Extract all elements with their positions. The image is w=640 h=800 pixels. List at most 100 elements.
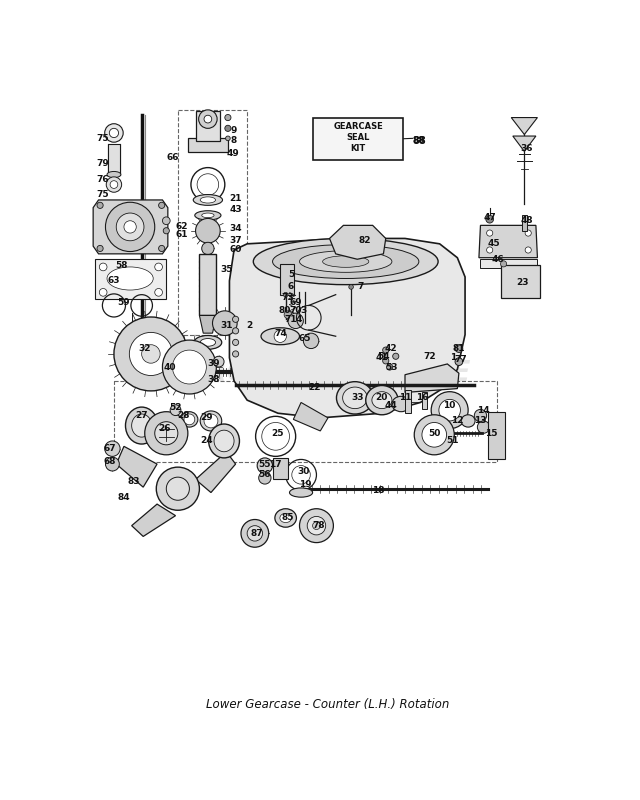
Ellipse shape xyxy=(275,509,296,527)
Circle shape xyxy=(184,414,195,425)
Text: 65: 65 xyxy=(299,334,311,343)
Text: 35: 35 xyxy=(220,265,232,274)
Circle shape xyxy=(486,230,493,236)
Text: 32: 32 xyxy=(138,344,151,353)
Polygon shape xyxy=(405,364,459,393)
Ellipse shape xyxy=(132,414,152,437)
Circle shape xyxy=(170,405,181,415)
Circle shape xyxy=(284,292,288,297)
Circle shape xyxy=(349,285,353,290)
Ellipse shape xyxy=(107,267,153,290)
Ellipse shape xyxy=(195,210,221,220)
Text: 21: 21 xyxy=(229,194,242,203)
Circle shape xyxy=(439,399,460,421)
Circle shape xyxy=(274,330,287,342)
Bar xyxy=(196,111,220,141)
Ellipse shape xyxy=(253,238,438,285)
Text: 68: 68 xyxy=(103,458,116,466)
Text: 76: 76 xyxy=(97,174,109,184)
Text: CROWLEY MARINE: CROWLEY MARINE xyxy=(185,359,471,387)
Bar xyxy=(312,118,403,160)
Circle shape xyxy=(105,441,120,456)
Circle shape xyxy=(204,414,218,428)
Circle shape xyxy=(500,261,507,267)
Text: 62: 62 xyxy=(175,222,188,231)
Text: 77: 77 xyxy=(454,355,467,364)
Bar xyxy=(280,264,294,294)
Circle shape xyxy=(474,410,486,422)
Polygon shape xyxy=(513,136,536,151)
Text: 79: 79 xyxy=(97,159,109,168)
Circle shape xyxy=(387,364,393,370)
Text: 14: 14 xyxy=(477,406,490,414)
Text: 47: 47 xyxy=(483,213,496,222)
Text: 13: 13 xyxy=(474,417,486,426)
Circle shape xyxy=(383,358,389,364)
Text: 81: 81 xyxy=(452,344,465,353)
Text: 24: 24 xyxy=(200,437,212,446)
Bar xyxy=(95,259,166,299)
Circle shape xyxy=(284,311,292,318)
Circle shape xyxy=(159,202,164,209)
Bar xyxy=(108,144,120,174)
Text: 39: 39 xyxy=(208,359,220,369)
Ellipse shape xyxy=(107,171,121,178)
Circle shape xyxy=(525,247,531,253)
Bar xyxy=(481,259,538,269)
Text: 84: 84 xyxy=(118,494,131,502)
Circle shape xyxy=(166,477,189,500)
Text: 40: 40 xyxy=(164,362,177,371)
Text: 60: 60 xyxy=(229,246,242,254)
Ellipse shape xyxy=(261,328,300,345)
Circle shape xyxy=(202,242,214,254)
Text: 73: 73 xyxy=(282,294,294,302)
Circle shape xyxy=(300,509,333,542)
Text: 54: 54 xyxy=(377,352,390,361)
Text: 1: 1 xyxy=(450,354,456,362)
Ellipse shape xyxy=(200,197,216,203)
Text: 43: 43 xyxy=(229,206,242,214)
Ellipse shape xyxy=(280,514,291,522)
Circle shape xyxy=(124,221,136,233)
Ellipse shape xyxy=(194,335,221,350)
Text: 70: 70 xyxy=(289,306,302,314)
Text: 2: 2 xyxy=(246,321,253,330)
Text: 75: 75 xyxy=(97,190,109,199)
Circle shape xyxy=(213,356,224,367)
Circle shape xyxy=(247,526,262,541)
Ellipse shape xyxy=(289,488,312,497)
Circle shape xyxy=(259,472,271,484)
Text: 20: 20 xyxy=(376,394,388,402)
Text: 31: 31 xyxy=(220,321,232,330)
Text: 34: 34 xyxy=(229,224,242,233)
Circle shape xyxy=(109,128,118,138)
Circle shape xyxy=(141,345,160,363)
Text: 88: 88 xyxy=(412,136,426,146)
Text: 15: 15 xyxy=(485,429,497,438)
Circle shape xyxy=(383,347,389,353)
Circle shape xyxy=(288,313,303,329)
Text: 6: 6 xyxy=(288,282,294,291)
Ellipse shape xyxy=(337,382,373,414)
Circle shape xyxy=(155,263,163,270)
Ellipse shape xyxy=(200,338,216,346)
Text: 5: 5 xyxy=(288,270,294,279)
Circle shape xyxy=(225,126,231,131)
Text: 8: 8 xyxy=(230,136,236,145)
Text: 75: 75 xyxy=(97,134,109,143)
Text: 42: 42 xyxy=(385,344,397,353)
Text: 49: 49 xyxy=(227,150,239,158)
Circle shape xyxy=(129,332,172,375)
Circle shape xyxy=(110,181,118,188)
Circle shape xyxy=(525,230,531,236)
Circle shape xyxy=(163,217,170,225)
Circle shape xyxy=(455,358,463,366)
Text: 51: 51 xyxy=(447,437,459,446)
Ellipse shape xyxy=(342,387,367,409)
Circle shape xyxy=(163,340,216,394)
Text: 67: 67 xyxy=(103,444,116,453)
Text: 26: 26 xyxy=(159,424,171,433)
Polygon shape xyxy=(200,315,216,333)
Text: GEARCASE: GEARCASE xyxy=(333,122,383,131)
Text: 4: 4 xyxy=(296,314,302,324)
